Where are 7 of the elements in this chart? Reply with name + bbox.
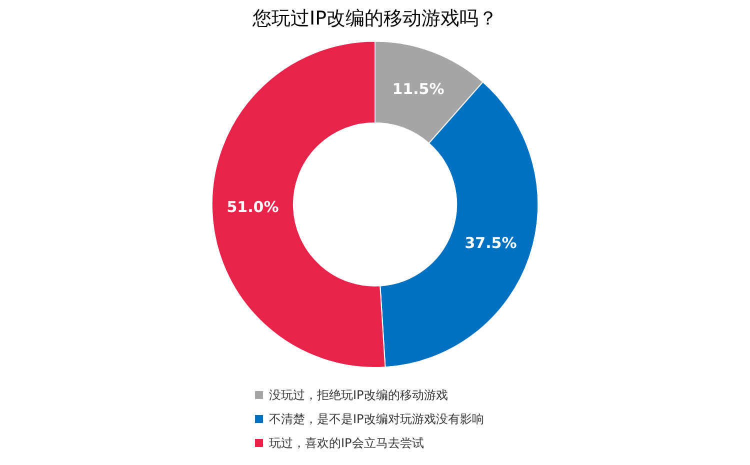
legend-label: 玩过，喜欢的IP会立马去尝试 <box>269 434 424 452</box>
data-label: 51.0% <box>226 198 279 216</box>
data-label: 11.5% <box>392 80 444 98</box>
data-label: 37.5% <box>464 234 517 252</box>
chart-title: 您玩过IP改编的移动游戏吗？ <box>251 7 498 30</box>
legend-label: 不清楚，是不是IP改编对玩游戏没有影响 <box>269 410 484 428</box>
legend-label: 没玩过，拒绝玩IP改编的移动游戏 <box>269 386 448 404</box>
